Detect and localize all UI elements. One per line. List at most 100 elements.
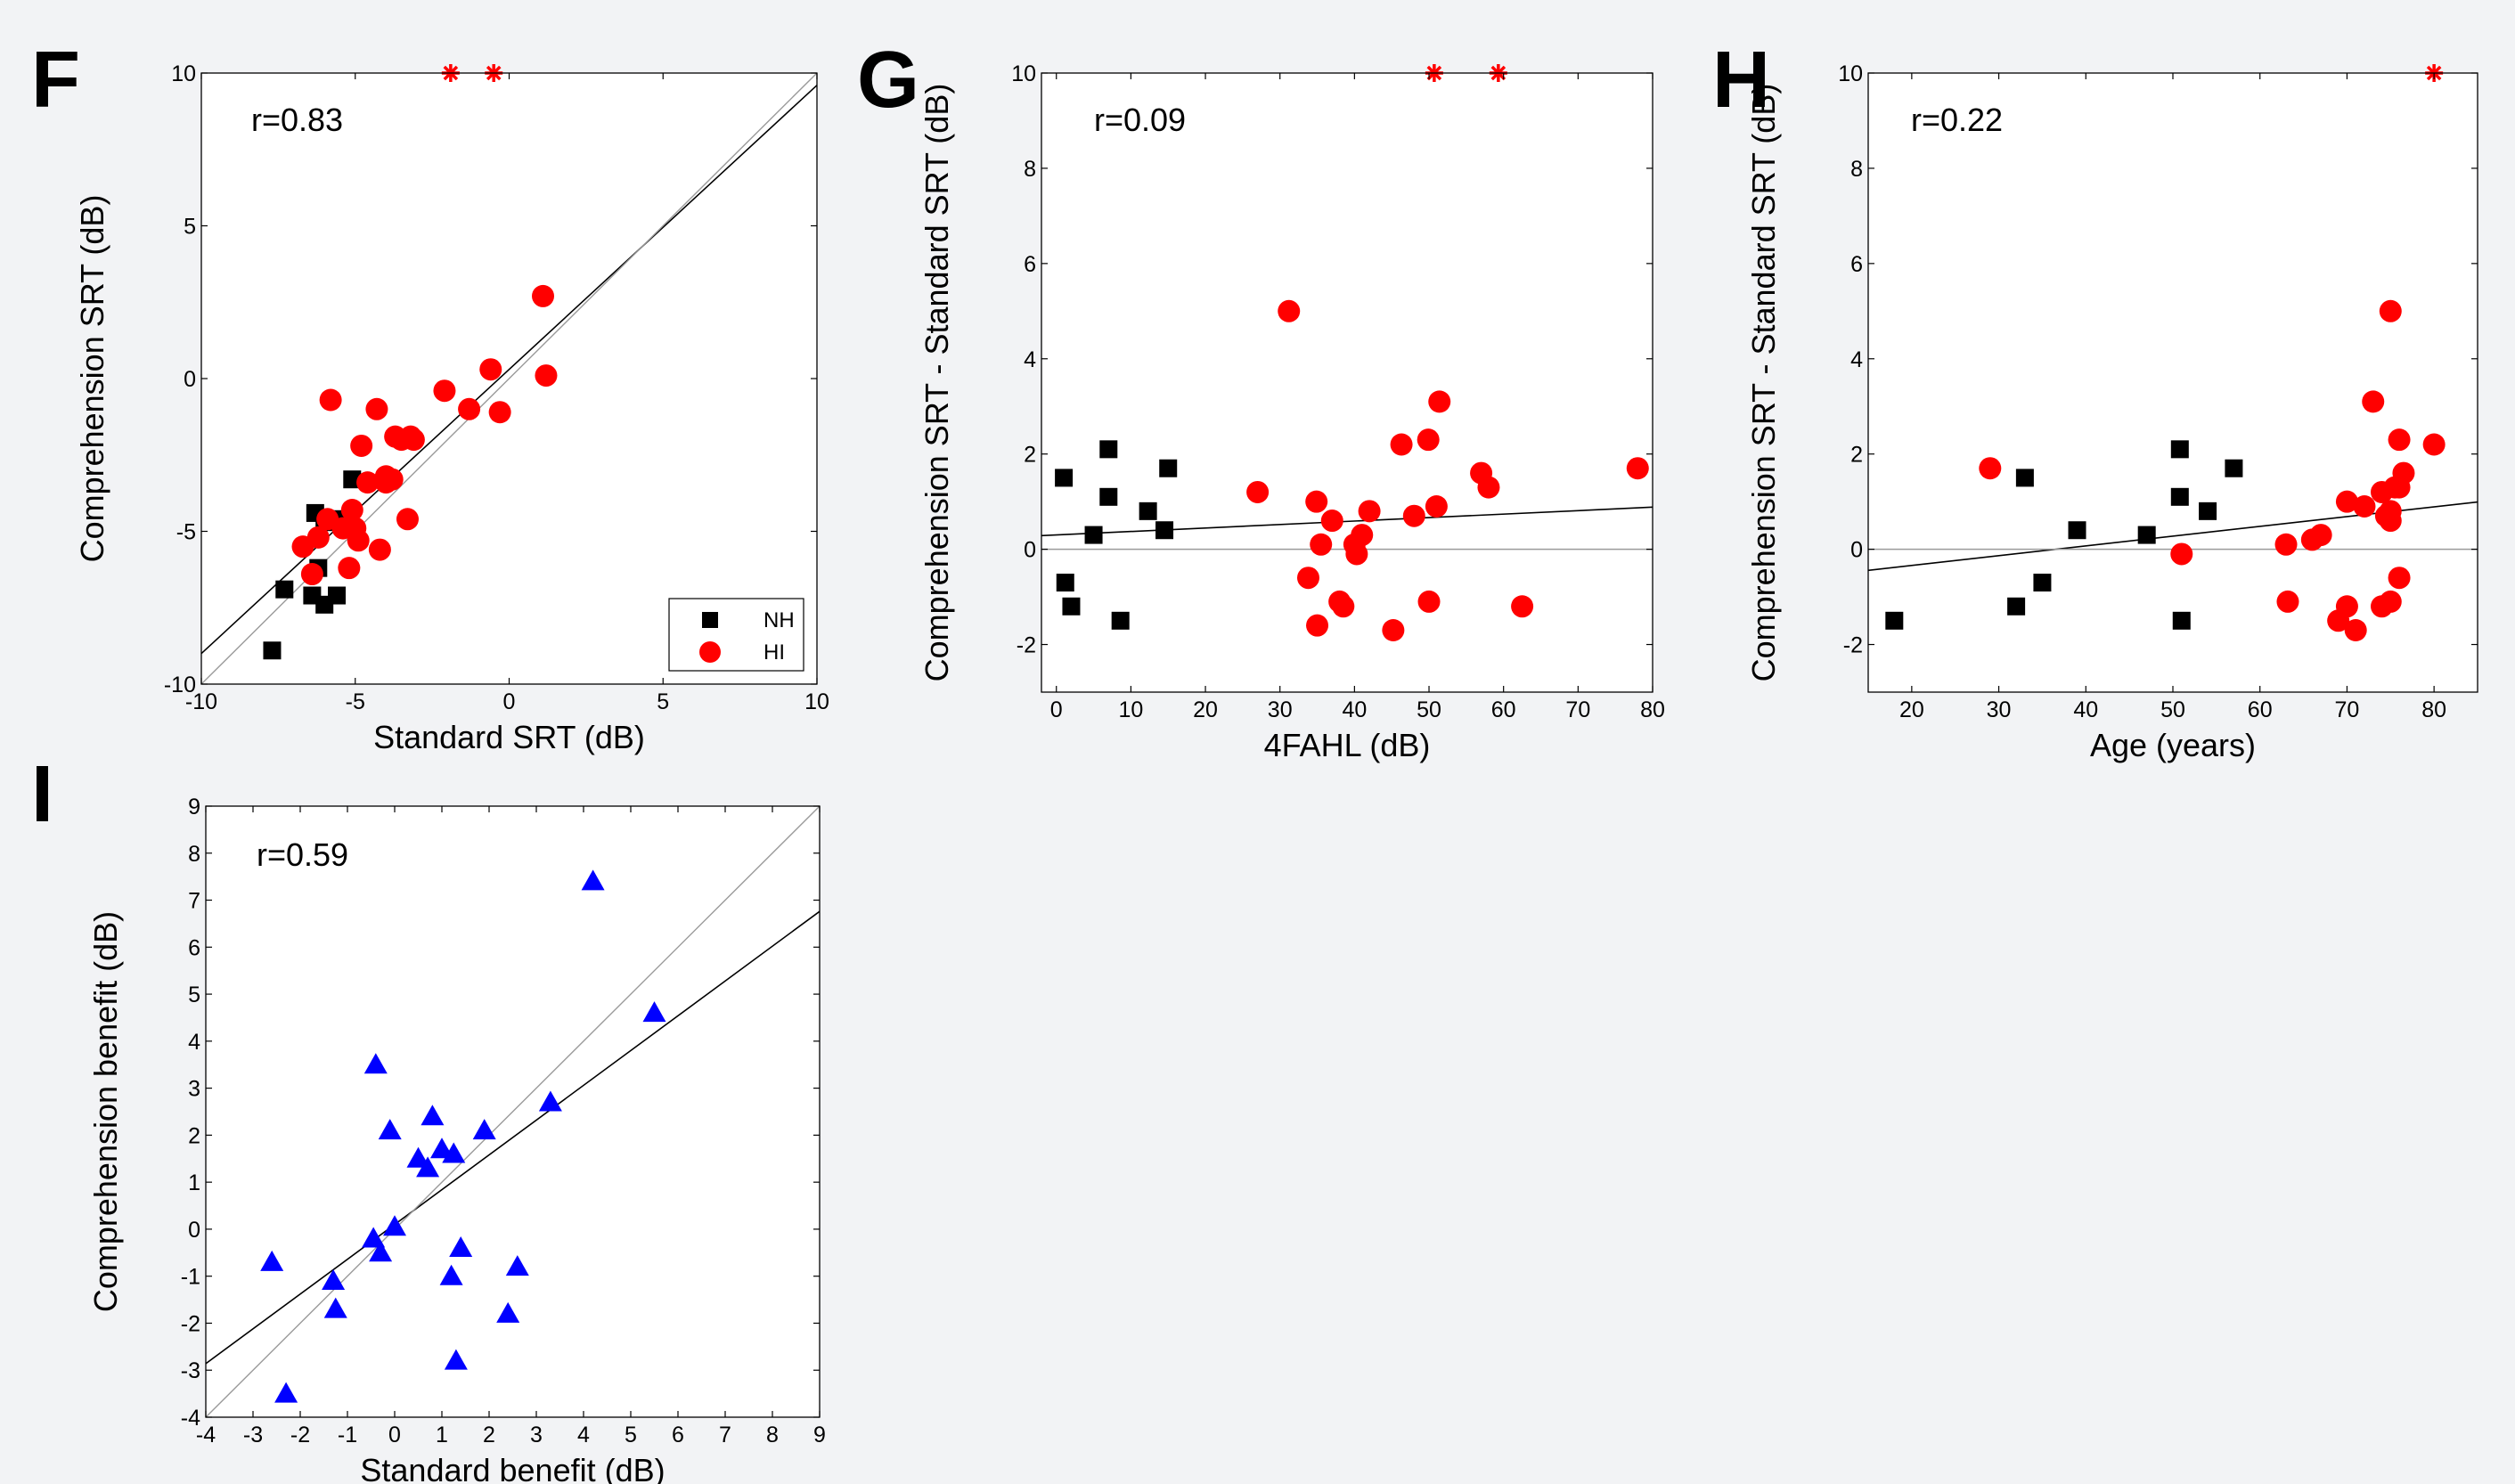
y-tick-label: 6 (188, 935, 200, 960)
x-tick-label: 30 (1987, 697, 2012, 722)
y-tick-label: 10 (1838, 61, 1863, 86)
data-point-nh (328, 586, 347, 605)
data-point-hi (2344, 619, 2367, 641)
y-tick-label: 0 (1850, 538, 1863, 563)
data-point-nh (2225, 459, 2243, 477)
data-point-hi (488, 401, 511, 424)
data-point-hi (1345, 542, 1368, 566)
x-tick-label: 60 (1491, 697, 1516, 722)
legend-box (668, 598, 804, 672)
y-tick-label: -2 (1017, 633, 1036, 658)
x-tick-label: 8 (766, 1423, 779, 1447)
x-tick-label: 40 (1342, 697, 1367, 722)
x-tick-label: 10 (804, 689, 829, 714)
data-point-hi (2379, 299, 2402, 322)
y-tick-label: 6 (1024, 252, 1036, 277)
y-tick-label: 8 (1850, 157, 1863, 182)
data-point-triangle (369, 1241, 393, 1262)
data-point-hi (338, 557, 361, 580)
x-tick-label: -1 (338, 1423, 357, 1447)
data-point-nh (1159, 459, 1178, 477)
data-point-triangle (363, 1053, 388, 1074)
data-point-nh (1111, 611, 1130, 630)
data-point-triangle (274, 1382, 298, 1403)
data-point-hi (458, 397, 481, 420)
y-tick-label: 2 (1024, 443, 1036, 468)
data-point-hi (300, 563, 323, 586)
y-tick-label: 5 (188, 983, 200, 1007)
y-tick-label: 8 (1024, 157, 1036, 182)
data-point-hi (380, 468, 404, 491)
data-point-hi (2422, 433, 2446, 456)
axes-frame (205, 805, 821, 1418)
data-point-hi (532, 284, 555, 307)
y-tick-label: -1 (181, 1265, 200, 1290)
data-point-nh (2033, 574, 2052, 592)
data-point-hi (1351, 524, 1374, 547)
panel-i-plot: -4 -3 -2 -1 0 1 2 3 4 5 6 7 8 9 -4 -3 -2 -1 0 1 2 3 4 5 6 7 8 9 Stan… (87, 795, 826, 1484)
data-point-triangle (442, 1142, 466, 1163)
y-axis-label: Comprehension SRT - Standard SRT (dB) (919, 84, 955, 682)
data-point-hi (2335, 595, 2358, 618)
data-point-hi (1511, 595, 1534, 618)
data-point-hi (1306, 614, 1329, 637)
legend-label: HI (763, 640, 785, 665)
x-tick-label: 60 (2248, 697, 2273, 722)
y-tick-label: -3 (181, 1358, 200, 1383)
x-axis-label: 4FAHL (dB) (1264, 727, 1431, 763)
x-tick-label: 80 (2421, 697, 2446, 722)
data-point-triangle (505, 1255, 529, 1276)
data-point-hi (396, 508, 419, 531)
x-axis-label: Age (years) (2090, 727, 2256, 763)
data-point-nh (2199, 501, 2217, 520)
identity-line (201, 73, 817, 684)
data-point-hi (2276, 590, 2299, 613)
x-tick-label: -3 (243, 1423, 263, 1447)
x-tick-label: 30 (1268, 697, 1293, 722)
data-point-hi (306, 526, 330, 549)
data-point-hi (2353, 495, 2376, 518)
x-axis-label: Standard benefit (dB) (360, 1452, 665, 1484)
data-point-hi (2379, 510, 2402, 533)
x-tick-label: 80 (1640, 697, 1665, 722)
data-point-hi (2170, 542, 2193, 566)
data-point-triangle (378, 1119, 402, 1140)
data-point-hi (1332, 595, 1355, 618)
x-tick-label: -5 (346, 689, 365, 714)
data-point-triangle (444, 1349, 468, 1370)
panel-letter-f: F (31, 36, 80, 125)
y-tick-label: 4 (1850, 347, 1863, 372)
x-axis-label: Standard SRT (dB) (373, 719, 645, 755)
y-tick-label: 5 (184, 215, 196, 240)
x-tick-label: 3 (530, 1423, 543, 1447)
data-point-hi (1278, 299, 1301, 322)
data-point-nh (2015, 469, 2034, 487)
x-tick-label: 4 (577, 1423, 590, 1447)
data-point-hi (347, 529, 370, 552)
data-point-hi (2362, 390, 2385, 413)
data-point-hi (1382, 619, 1405, 641)
data-point-hi (479, 358, 502, 381)
correlation-label: r=0.22 (1911, 102, 2003, 138)
y-tick-label: 10 (171, 61, 196, 86)
data-point-triangle (322, 1268, 346, 1290)
data-point-hi (2388, 567, 2411, 590)
panel-g-plot: 0 10 20 30 40 50 60 70 80 -2 0 2 4 6 8 10 4FAHL (dB) Comp… (919, 61, 1665, 763)
data-point-triangle (538, 1090, 562, 1112)
axes-frame (1041, 72, 1654, 693)
data-point-hi (1246, 480, 1270, 503)
data-point-hi (2274, 533, 2298, 556)
data-point-hi (2335, 490, 2358, 513)
panel-letter-i: I (31, 750, 53, 839)
regression-line (201, 85, 817, 655)
data-point-hi (1390, 433, 1413, 456)
panel-h-plot: 20 30 40 50 60 70 80 -2 0 2 4 6 8 10 Age (years) Compre… (1745, 61, 2478, 763)
legend-label: NH (763, 608, 795, 632)
x-tick-label: -10 (185, 689, 217, 714)
y-tick-label: 6 (1850, 252, 1863, 277)
data-point-hi (1417, 428, 1440, 452)
panel-f-plot: -10 -5 0 5 10 -10 -5 0 5 10 Standard SRT (dB) Compr… (74, 61, 829, 755)
data-point-triangle (449, 1236, 473, 1258)
y-tick-label: 2 (1850, 443, 1863, 468)
